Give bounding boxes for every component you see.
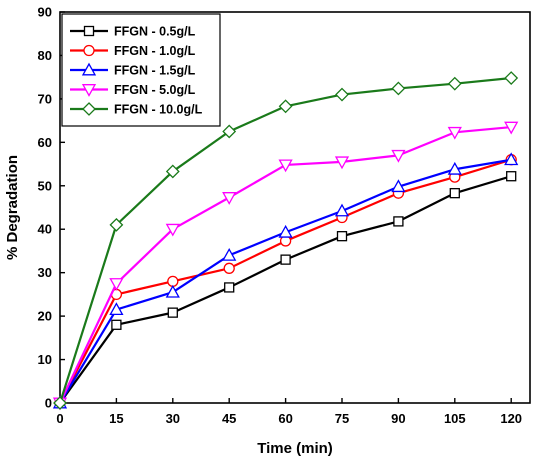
x-axis-title: Time (min) — [257, 440, 333, 457]
data-point-circle — [167, 275, 179, 288]
data-point-triangle-up — [391, 179, 406, 193]
series-line — [59, 175, 512, 404]
data-point-square — [111, 319, 122, 330]
series-2 — [54, 154, 517, 409]
data-point-diamond — [109, 217, 124, 232]
data-point-square — [280, 254, 291, 265]
legend-label: FFGN - 5.0g/L — [114, 83, 196, 97]
data-point-diamond — [222, 124, 237, 139]
data-point-circle — [223, 262, 235, 274]
data-point-triangle-up — [81, 62, 97, 76]
y-tick-label: 0 — [45, 396, 52, 411]
data-point-square — [393, 216, 404, 227]
data-point-triangle-down — [334, 156, 350, 170]
data-point-triangle-up — [109, 302, 124, 316]
data-point-square — [336, 231, 348, 242]
data-point-square — [83, 25, 95, 37]
data-point-diamond — [391, 81, 406, 96]
data-point-diamond — [82, 102, 96, 116]
y-tick-label: 90 — [38, 5, 52, 20]
data-point-triangle-up — [278, 224, 293, 238]
x-tick-label: 105 — [444, 411, 466, 426]
data-point-diamond — [504, 71, 519, 85]
series-line — [59, 158, 512, 404]
y-tick-label: 20 — [38, 309, 52, 324]
data-point-triangle-down — [391, 149, 406, 163]
data-point-square — [167, 307, 178, 318]
legend-label: FFGN - 1.0g/L — [114, 44, 196, 58]
x-tick-label: 60 — [278, 411, 292, 426]
legend-label: FFGN - 10.0g/L — [114, 103, 203, 117]
legend-item: FFGN - 1.5g/L — [70, 62, 196, 78]
series-4 — [52, 121, 519, 411]
x-tick-label: 90 — [391, 411, 405, 426]
legend-item: FFGN - 0.5g/L — [70, 25, 196, 39]
data-point-diamond — [447, 76, 462, 91]
y-tick-label: 60 — [38, 135, 52, 150]
series-1 — [54, 171, 517, 409]
y-axis-ticks: 0 10 20 30 40 50 60 70 80 90 — [38, 5, 65, 411]
plot-frame — [59, 11, 531, 404]
data-point-triangle-down — [222, 192, 237, 205]
data-point-square — [224, 282, 235, 293]
x-tick-label: 120 — [500, 411, 522, 426]
data-point-diamond — [53, 396, 67, 410]
data-point-triangle-down — [81, 84, 97, 97]
series-line — [59, 158, 512, 404]
y-tick-label: 70 — [38, 91, 52, 106]
data-point-triangle-down — [165, 223, 180, 237]
series-3 — [52, 152, 519, 409]
data-point-triangle-up — [222, 247, 237, 261]
legend-item: FFGN - 10.0g/L — [70, 102, 203, 117]
legend-item: FFGN - 1.0g/L — [70, 44, 196, 58]
data-point-triangle-up — [165, 284, 180, 298]
y-tick-label: 40 — [38, 222, 52, 237]
data-point-square — [449, 188, 460, 199]
data-point-diamond — [335, 87, 349, 102]
x-tick-label: 75 — [335, 411, 349, 426]
data-point-triangle-down — [504, 121, 519, 135]
x-tick-label: 15 — [109, 411, 123, 426]
data-point-diamond — [278, 99, 293, 114]
legend: FFGN - 0.5g/L FFGN - 1.0g/L FFGN - 1.5g/L F… — [61, 13, 221, 127]
data-point-square — [506, 171, 517, 182]
x-axis-ticks: 0 15 30 45 60 75 90 105 120 — [56, 398, 522, 426]
data-point-triangle-up — [334, 203, 350, 217]
data-point-triangle-down — [278, 159, 293, 173]
x-tick-label: 45 — [222, 411, 236, 426]
data-point-triangle-down — [109, 278, 124, 291]
data-point-circle — [83, 44, 95, 57]
y-axis-title: % Degradation — [4, 155, 21, 260]
data-point-triangle-up — [447, 161, 462, 175]
legend-label: FFGN - 0.5g/L — [114, 25, 196, 39]
series-5 — [53, 71, 519, 410]
y-tick-label: 10 — [38, 352, 52, 367]
x-tick-label: 30 — [166, 411, 180, 426]
data-point-triangle-up — [504, 152, 519, 166]
series-layer — [52, 71, 519, 411]
y-tick-label: 30 — [38, 265, 52, 280]
data-point-diamond — [165, 164, 180, 179]
x-tick-label: 0 — [56, 411, 63, 426]
legend-label: FFGN - 1.5g/L — [114, 64, 196, 78]
y-tick-label: 50 — [38, 178, 52, 193]
data-point-triangle-down — [447, 126, 462, 140]
y-tick-label: 80 — [38, 48, 52, 63]
legend-item: FFGN - 5.0g/L — [70, 83, 196, 97]
